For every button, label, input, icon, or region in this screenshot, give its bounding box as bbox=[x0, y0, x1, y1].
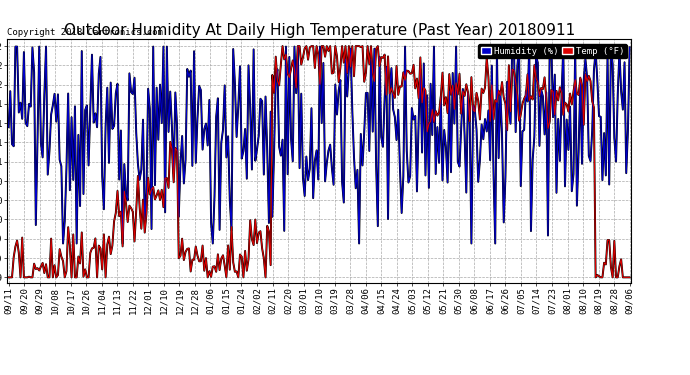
Legend: Humidity (%), Temp (°F): Humidity (%), Temp (°F) bbox=[478, 44, 627, 58]
Text: Copyright 2018 Cartronics.com: Copyright 2018 Cartronics.com bbox=[7, 28, 163, 37]
Title: Outdoor Humidity At Daily High Temperature (Past Year) 20180911: Outdoor Humidity At Daily High Temperatu… bbox=[63, 23, 575, 38]
